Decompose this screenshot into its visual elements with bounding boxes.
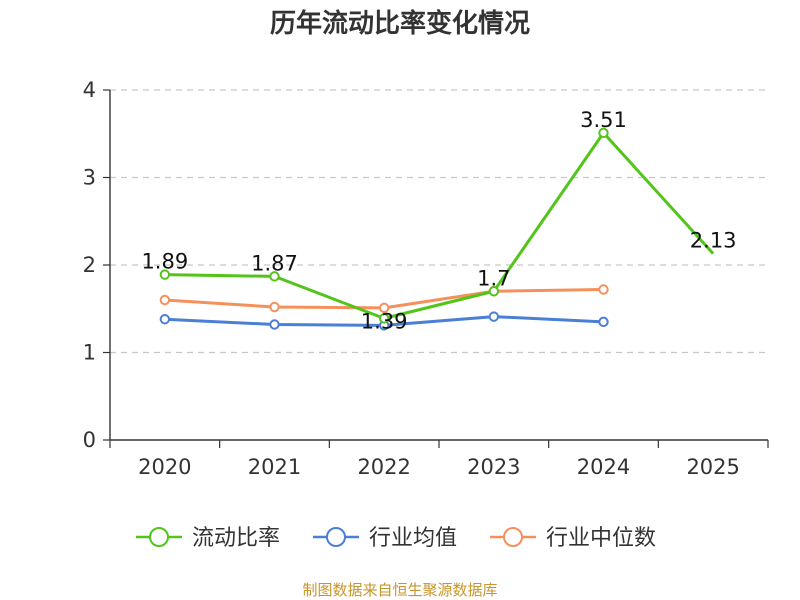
y-tick-label: 4 xyxy=(83,78,96,102)
data-labels: 1.89 1.87 1.39 1.7 3.51 2.13 xyxy=(141,108,736,334)
x-tick-label: 2022 xyxy=(357,455,410,479)
legend-marker xyxy=(149,527,169,547)
data-label: 1.89 xyxy=(141,250,188,274)
legend-label: 行业均值 xyxy=(369,526,457,551)
x-tick-label: 2021 xyxy=(248,455,301,479)
data-point[interactable] xyxy=(269,301,280,313)
data-point[interactable] xyxy=(159,294,171,306)
data-label: 1.7 xyxy=(477,266,510,290)
legend-label: 行业中位数 xyxy=(546,526,656,551)
y-tick-label: 3 xyxy=(83,166,96,190)
grid xyxy=(110,89,768,354)
chart-title: 历年流动比率变化情况 xyxy=(270,8,530,39)
data-point[interactable] xyxy=(598,127,609,139)
data-label: 1.39 xyxy=(361,309,408,333)
data-point[interactable] xyxy=(269,319,280,330)
data-point[interactable] xyxy=(488,286,500,297)
data-point[interactable] xyxy=(488,311,500,322)
data-point[interactable] xyxy=(378,302,390,314)
legend-label: 流动比率 xyxy=(192,526,280,551)
y-tick-label: 0 xyxy=(83,428,96,452)
axes: 0 1 2 3 4 2020 2021 2022 2023 2024 2025 xyxy=(83,78,769,479)
data-point[interactable] xyxy=(598,284,609,295)
legend-marker xyxy=(326,527,346,547)
data-point[interactable] xyxy=(269,271,280,282)
series-line-0 xyxy=(164,131,715,320)
data-point[interactable] xyxy=(159,269,171,280)
x-tick-label: 2020 xyxy=(138,455,191,479)
data-label: 2.13 xyxy=(690,229,737,253)
x-tick-label: 2024 xyxy=(577,455,630,479)
legend-item-1[interactable]: 行业均值 xyxy=(313,526,457,551)
x-tick-label: 2025 xyxy=(686,455,739,479)
y-tick-label: 1 xyxy=(83,341,96,365)
data-point[interactable] xyxy=(378,313,390,324)
legend[interactable]: 流动比率 行业均值 行业中位数 xyxy=(136,526,656,551)
data-label: 3.51 xyxy=(580,108,627,132)
data-label: 1.87 xyxy=(251,251,298,275)
series-layer xyxy=(159,127,715,331)
data-point[interactable] xyxy=(598,316,609,328)
legend-item-2[interactable]: 行业中位数 xyxy=(490,526,656,551)
legend-marker xyxy=(503,527,523,547)
x-tick-label: 2023 xyxy=(467,455,520,479)
y-tick-label: 2 xyxy=(83,253,96,277)
legend-item-0[interactable]: 流动比率 xyxy=(136,526,280,551)
data-point[interactable] xyxy=(159,314,171,325)
source-note: 制图数据来自恒生聚源数据库 xyxy=(302,581,497,599)
